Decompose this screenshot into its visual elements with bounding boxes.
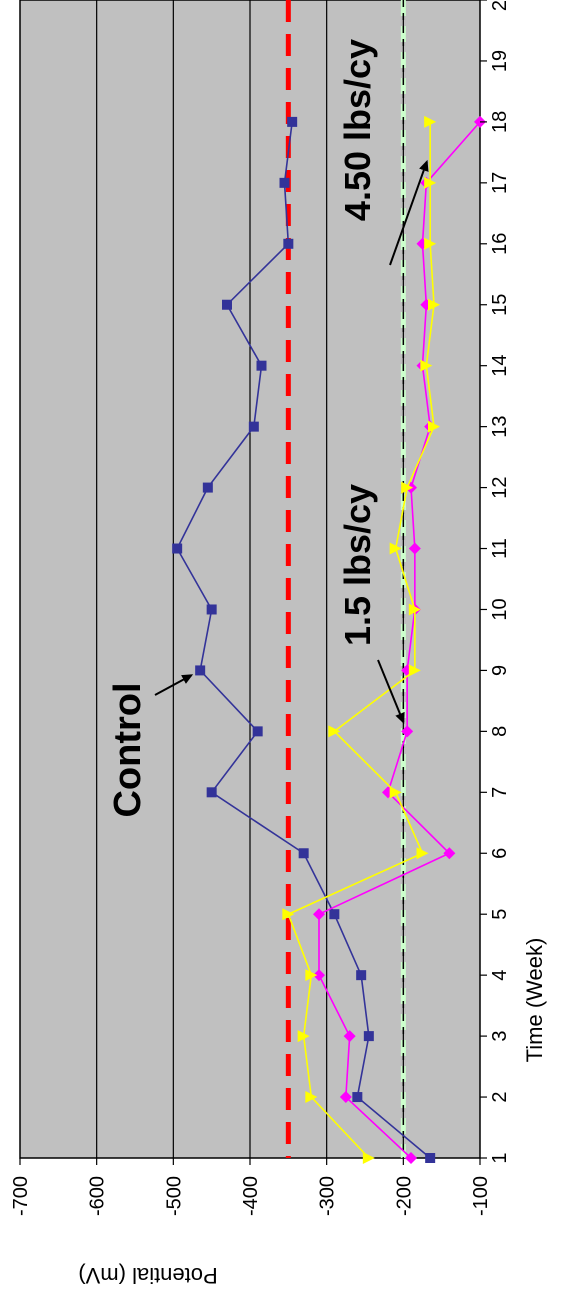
x-axis-title: Time (Week): [522, 938, 547, 1063]
data-point-square: [298, 848, 309, 859]
data-point-triangle: [305, 1091, 318, 1104]
data-point-triangle: [297, 1030, 310, 1043]
x-tick-label: 18: [489, 111, 511, 133]
data-point-triangle: [305, 969, 318, 982]
x-tick-label: 12: [489, 476, 511, 498]
data-point-triangle: [424, 237, 437, 250]
x-tick-label: 7: [489, 787, 511, 798]
x-tick-label: 8: [489, 726, 511, 737]
annotation-label: Control: [107, 682, 149, 817]
data-point-diamond: [339, 1091, 352, 1104]
y-tick-label: -300: [317, 1176, 339, 1216]
series-layer: [172, 115, 486, 1164]
data-point-triangle: [389, 786, 402, 799]
reference-lines: [285, 0, 406, 1158]
y-tick-label: -600: [87, 1176, 109, 1216]
data-point-square: [252, 726, 263, 737]
data-point-triangle: [424, 115, 437, 128]
data-point-triangle: [420, 359, 433, 372]
data-point-triangle: [428, 420, 440, 433]
data-point-square: [283, 238, 294, 249]
data-point-square: [356, 970, 367, 981]
data-point-diamond: [313, 908, 325, 921]
annotation-arrow: [389, 159, 429, 266]
x-tick-label: 17: [489, 172, 511, 194]
data-point-square: [287, 116, 298, 127]
data-point-square: [206, 604, 217, 615]
y-axis-title: Potential (mV): [78, 1263, 217, 1288]
data-point-square: [425, 1153, 436, 1163]
x-tick-label: 2: [489, 1091, 511, 1102]
y-tick-label: -100: [470, 1176, 492, 1216]
x-tick-label: 4: [489, 970, 511, 981]
x-tick-label: 1: [489, 1152, 511, 1163]
data-point-square: [256, 360, 267, 371]
x-tick-label: 11: [489, 538, 511, 559]
x-tick-label: 10: [489, 598, 511, 620]
data-point-square: [352, 1092, 363, 1103]
x-tick-label: 16: [489, 233, 511, 255]
data-point-square: [202, 482, 213, 493]
data-point-square: [206, 787, 217, 798]
data-point-triangle: [428, 298, 440, 311]
data-point-triangle: [362, 1152, 375, 1164]
data-point-diamond: [405, 1152, 417, 1164]
annotation-arrow: [377, 659, 405, 724]
data-point-triangle: [328, 725, 341, 738]
data-point-square: [222, 299, 232, 310]
x-tick-label: 20: [489, 0, 511, 11]
x-tick-label: 13: [489, 416, 511, 438]
x-tick-label: 14: [489, 355, 511, 377]
annotation-label: 1.5 lbs/cy: [337, 484, 378, 646]
y-tick-label: -500: [163, 1176, 185, 1216]
data-point-triangle: [408, 603, 421, 616]
data-point-diamond: [443, 847, 456, 860]
annotation-layer: Control 1.5 lbs/cy 4.50 lbs/cy: [107, 39, 429, 818]
series-line-2: [287, 121, 435, 1159]
annotation-label: 4.50 lbs/cy: [337, 39, 378, 221]
annotation-arrow: [154, 674, 194, 696]
data-point-triangle: [401, 481, 414, 494]
data-point-square: [279, 177, 290, 188]
data-point-triangle: [282, 908, 295, 921]
y-tick-label: -200: [393, 1176, 415, 1216]
x-tick-label: 15: [489, 294, 511, 316]
x-tick-label: 9: [489, 665, 511, 676]
y-tick-label: -400: [240, 1176, 262, 1216]
data-point-triangle: [389, 542, 402, 555]
data-point-diamond: [343, 1030, 356, 1043]
data-point-diamond: [408, 542, 421, 555]
series-line-1: [318, 121, 481, 1159]
x-tick-label: 5: [489, 909, 511, 920]
y-axis-ticks: -700 -600 -500 -400 -300 -200 -100: [10, 1158, 492, 1216]
x-tick-label: 19: [489, 50, 511, 72]
data-point-triangle: [408, 664, 421, 677]
data-point-triangle: [424, 176, 437, 189]
data-point-square: [172, 543, 183, 554]
series-line-0: [176, 121, 431, 1159]
data-point-square: [329, 909, 340, 920]
data-point-square: [195, 665, 206, 676]
y-tick-label: -700: [10, 1176, 32, 1216]
data-point-square: [363, 1031, 374, 1042]
data-point-triangle: [416, 847, 429, 860]
data-point-diamond: [401, 725, 414, 738]
data-point-square: [248, 421, 259, 432]
data-point-diamond: [313, 969, 325, 982]
x-tick-label: 3: [489, 1031, 511, 1042]
x-tick-label: 6: [489, 848, 511, 859]
